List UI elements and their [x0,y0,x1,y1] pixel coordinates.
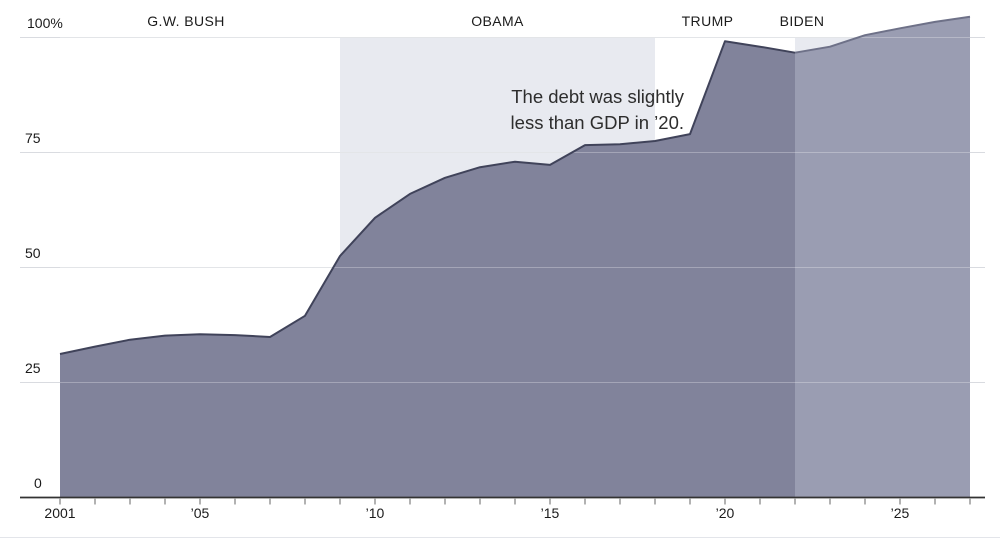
debt-area-actual [60,41,795,498]
annotation-line-1: The debt was slightly [511,86,684,107]
x-axis-label-2015: ’15 [540,505,560,521]
presidency-label-obama: OBAMA [471,13,524,29]
y-axis-label-75: 75 [25,129,41,146]
debt-line-projection [794,15,971,54]
annotation-debt-gdp: The debt was slightly less than GDP in ’… [511,84,684,136]
presidency-label-gw-bush: G.W. BUSH [147,13,225,29]
y-axis-label-25: 25 [25,359,41,376]
x-axis-label-2001: 2001 [44,505,76,521]
y-axis-label-100: 100% [27,14,63,31]
presidency-label-biden: BIDEN [779,13,825,29]
x-axis-label-2025: ’25 [890,505,910,521]
presidency-label-trump: TRUMP [681,13,734,29]
x-axis-label-2005: ’05 [190,505,210,521]
y-axis-label-0: 0 [34,474,42,491]
debt-line-actual [59,40,796,355]
debt-area-projection [795,16,970,498]
x-axis-label-2010: ’10 [365,505,385,521]
x-axis-label-2020: ’20 [715,505,735,521]
annotation-line-2: less than GDP in ’20. [510,112,684,133]
y-axis-label-50: 50 [25,244,41,261]
